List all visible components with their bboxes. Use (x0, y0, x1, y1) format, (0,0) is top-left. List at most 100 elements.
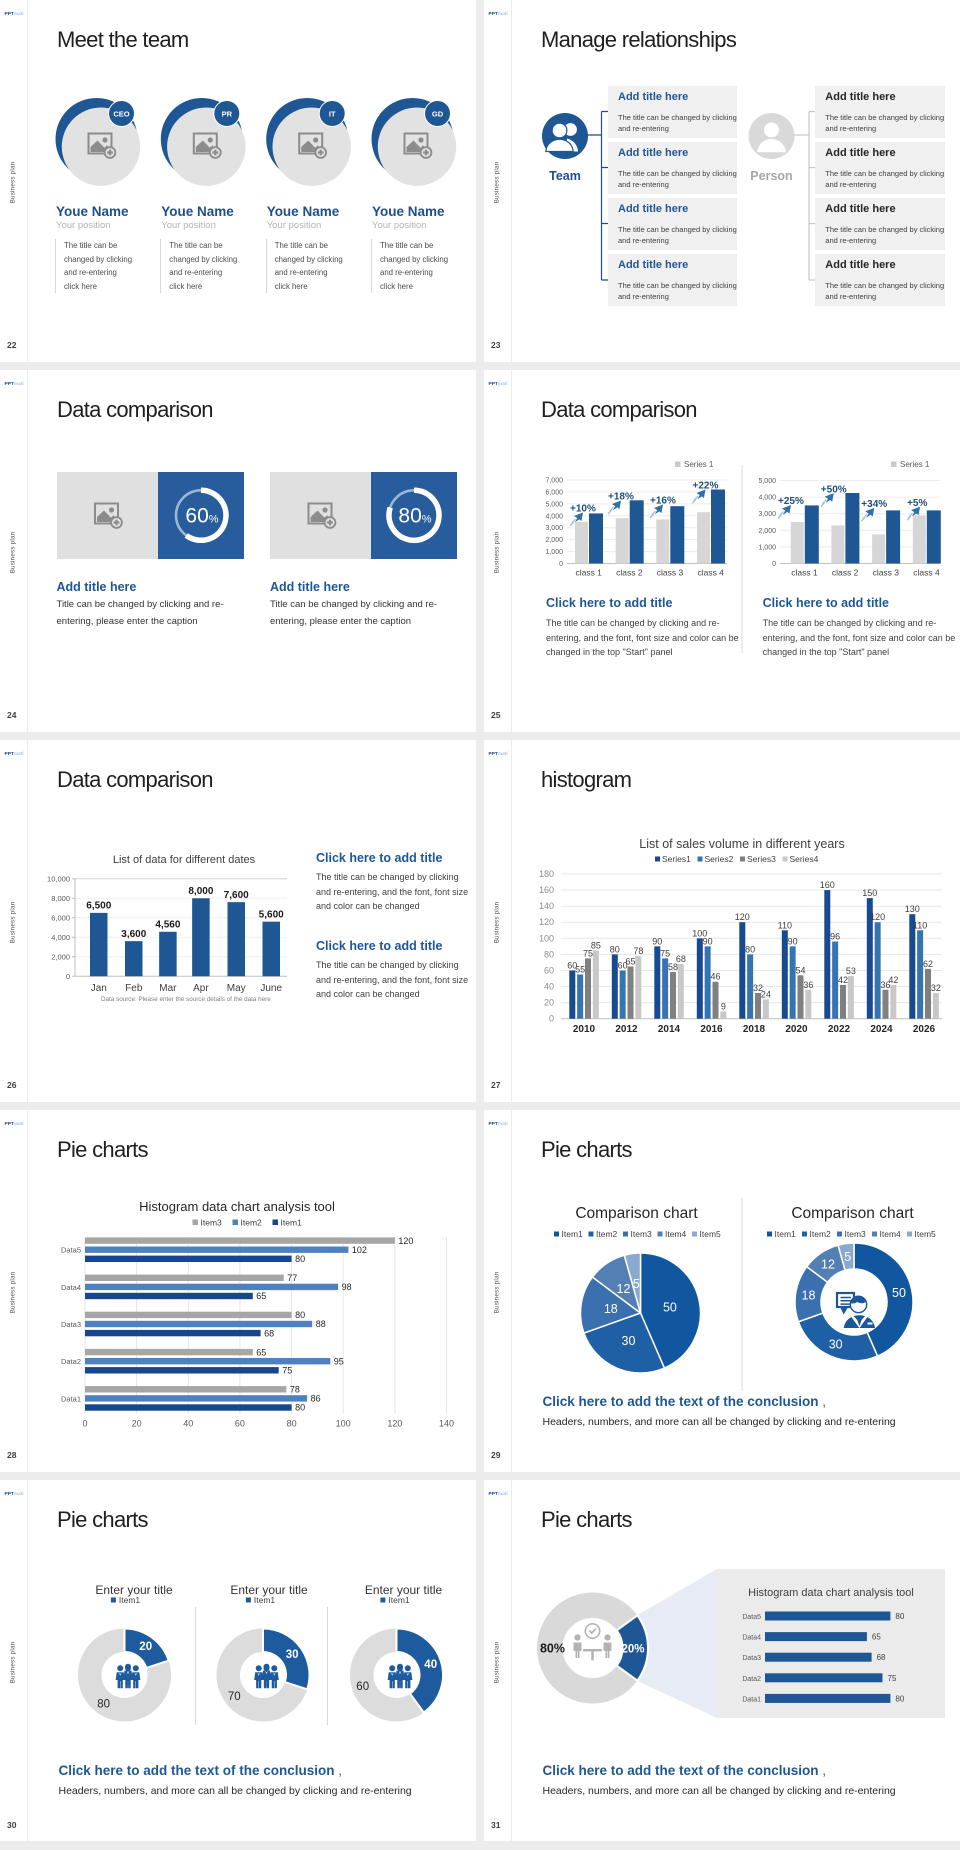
svg-text:3,000: 3,000 (758, 511, 776, 518)
svg-text:10,000: 10,000 (47, 874, 70, 883)
svg-text:40: 40 (544, 982, 554, 992)
svg-text:2,000: 2,000 (51, 952, 70, 961)
svg-text:Series3: Series3 (747, 854, 776, 864)
svg-text:80: 80 (745, 944, 755, 954)
svg-text:75: 75 (583, 948, 593, 958)
svg-text:Item2: Item2 (810, 1229, 832, 1239)
svg-text:68: 68 (264, 1328, 274, 1338)
svg-text:June: June (260, 983, 282, 994)
svg-text:18: 18 (802, 1289, 816, 1303)
svg-text:4,560: 4,560 (155, 920, 180, 931)
svg-text:20: 20 (139, 1641, 152, 1653)
svg-text:2016: 2016 (700, 1024, 723, 1035)
svg-text:50: 50 (663, 1300, 677, 1314)
svg-text:Data3: Data3 (742, 1655, 761, 1662)
svg-text:60: 60 (544, 966, 554, 976)
svg-text:20%: 20% (621, 1644, 644, 1656)
svg-text:110: 110 (778, 920, 792, 930)
svg-text:Item4: Item4 (880, 1229, 902, 1239)
svg-text:Item2: Item2 (241, 1218, 263, 1228)
svg-text:2018: 2018 (743, 1024, 766, 1035)
svg-text:Data1: Data1 (61, 1394, 81, 1403)
svg-text:80%: 80% (398, 505, 431, 528)
svg-text:60%: 60% (185, 505, 218, 528)
svg-text:80: 80 (97, 1699, 110, 1711)
svg-text:75: 75 (660, 948, 670, 958)
svg-text:78: 78 (633, 946, 643, 956)
svg-text:1,000: 1,000 (545, 549, 563, 556)
svg-text:96: 96 (830, 932, 840, 942)
svg-text:100: 100 (692, 928, 707, 938)
svg-text:IT: IT (329, 109, 336, 118)
svg-text:+5%: +5% (907, 498, 927, 509)
svg-text:Data3: Data3 (61, 1320, 81, 1329)
svg-text:+34%: +34% (861, 499, 887, 510)
svg-text:Apr: Apr (193, 983, 209, 994)
svg-text:Item1: Item1 (119, 1595, 141, 1605)
svg-text:50: 50 (892, 1286, 906, 1300)
svg-text:120: 120 (870, 912, 885, 922)
svg-text:Feb: Feb (125, 983, 143, 994)
svg-text:0: 0 (66, 972, 70, 981)
svg-text:6,000: 6,000 (545, 489, 563, 496)
svg-text:180: 180 (539, 869, 554, 879)
svg-text:110: 110 (913, 920, 927, 930)
svg-text:4,000: 4,000 (758, 495, 776, 502)
svg-text:Item3: Item3 (845, 1229, 867, 1239)
svg-text:class 2: class 2 (832, 568, 859, 578)
svg-text:120: 120 (735, 912, 750, 922)
svg-text:3,600: 3,600 (121, 929, 146, 940)
svg-text:+50%: +50% (821, 484, 847, 495)
svg-text:Mar: Mar (159, 983, 177, 994)
svg-text:5: 5 (844, 1250, 851, 1264)
svg-text:80: 80 (287, 1419, 297, 1429)
svg-text:2022: 2022 (828, 1024, 851, 1035)
svg-text:Data4: Data4 (61, 1283, 81, 1292)
svg-text:Series 1: Series 1 (684, 460, 714, 469)
svg-text:68: 68 (676, 954, 686, 964)
svg-text:8,000: 8,000 (188, 886, 213, 897)
svg-text:102: 102 (352, 1245, 367, 1255)
svg-text:90: 90 (788, 936, 798, 946)
svg-text:4,000: 4,000 (51, 933, 70, 942)
svg-text:60: 60 (356, 1681, 369, 1693)
svg-text:Item3: Item3 (631, 1229, 653, 1239)
svg-text:24: 24 (761, 989, 771, 999)
svg-text:40: 40 (183, 1419, 193, 1429)
svg-text:class 3: class 3 (657, 568, 684, 578)
svg-text:Data2: Data2 (742, 1676, 761, 1683)
svg-text:20: 20 (544, 998, 554, 1008)
svg-text:60: 60 (235, 1419, 245, 1429)
svg-text:Item5: Item5 (915, 1229, 937, 1239)
svg-text:+16%: +16% (650, 496, 676, 507)
svg-text:Data5: Data5 (61, 1246, 81, 1255)
svg-text:8,000: 8,000 (51, 894, 70, 903)
svg-text:5,600: 5,600 (259, 909, 284, 920)
svg-text:Series 1: Series 1 (900, 460, 930, 469)
svg-text:53: 53 (846, 966, 856, 976)
svg-text:80: 80 (295, 1254, 305, 1264)
svg-text:65: 65 (872, 1633, 881, 1642)
svg-text:80%: 80% (540, 1642, 565, 1656)
svg-text:Item1: Item1 (254, 1595, 276, 1605)
svg-text:80: 80 (544, 949, 554, 959)
svg-text:42: 42 (838, 975, 848, 985)
svg-text:6,000: 6,000 (51, 913, 70, 922)
svg-text:0: 0 (559, 561, 563, 568)
svg-text:2026: 2026 (913, 1024, 936, 1035)
svg-text:May: May (227, 983, 246, 994)
svg-text:Data2: Data2 (61, 1357, 81, 1366)
svg-text:120: 120 (539, 917, 554, 927)
svg-text:90: 90 (652, 936, 662, 946)
svg-text:5,000: 5,000 (758, 478, 776, 485)
svg-text:120: 120 (387, 1419, 402, 1429)
svg-text:0: 0 (772, 561, 776, 568)
svg-text:32: 32 (931, 983, 941, 993)
svg-text:2024: 2024 (870, 1024, 893, 1035)
svg-text:Item4: Item4 (665, 1229, 687, 1239)
svg-text:80: 80 (295, 1310, 305, 1320)
svg-text:CEO: CEO (113, 109, 129, 118)
svg-text:class 2: class 2 (616, 568, 643, 578)
svg-text:18: 18 (604, 1302, 618, 1316)
svg-text:75: 75 (888, 1674, 897, 1683)
